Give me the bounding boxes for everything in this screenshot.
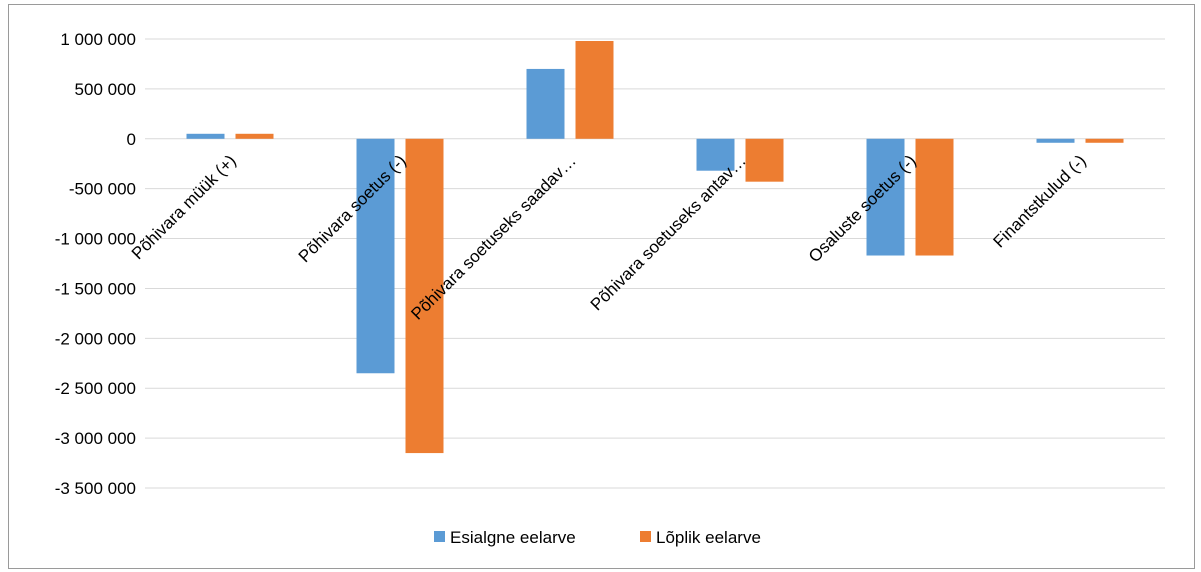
y-axis-tick-labels: 1 000 000 500 000 0 -500 000 -1 000 000 -1 50… xyxy=(55,30,136,498)
bar xyxy=(405,138,444,454)
bar xyxy=(526,68,565,139)
y-tick-label: -1 500 000 xyxy=(55,279,136,298)
y-tick-label: -3 500 000 xyxy=(55,479,136,498)
y-tick-label: -2 500 000 xyxy=(55,379,136,398)
bar xyxy=(696,138,735,171)
legend-label: Esialgne eelarve xyxy=(450,528,576,547)
bar xyxy=(235,133,274,139)
category-label: Finantstkulud (-) xyxy=(990,151,1090,251)
legend-swatch xyxy=(434,531,445,542)
bar xyxy=(575,40,614,139)
bar xyxy=(915,138,954,256)
bars xyxy=(186,40,1124,454)
y-tick-label: -2 000 000 xyxy=(55,329,136,348)
category-label: Põhivara soetuseks antav… xyxy=(587,151,750,314)
y-tick-label: -500 000 xyxy=(69,180,136,199)
category-label: Põhivara müük (+) xyxy=(128,151,240,263)
gridlines xyxy=(145,38,1165,489)
bar xyxy=(866,138,905,256)
legend-label: Lõplik eelarve xyxy=(656,528,761,547)
y-tick-label: -1 000 000 xyxy=(55,230,136,249)
y-tick-label: 0 xyxy=(127,130,136,149)
bar xyxy=(186,133,225,139)
bar xyxy=(1036,138,1075,143)
y-tick-label: 1 000 000 xyxy=(60,30,136,49)
bar xyxy=(745,138,784,182)
legend-swatch xyxy=(640,531,651,542)
y-tick-label: 500 000 xyxy=(75,80,136,99)
legend: Esialgne eelarve Lõplik eelarve xyxy=(434,528,761,547)
bar xyxy=(1085,138,1124,143)
y-tick-label: -3 000 000 xyxy=(55,429,136,448)
bar xyxy=(356,138,395,374)
